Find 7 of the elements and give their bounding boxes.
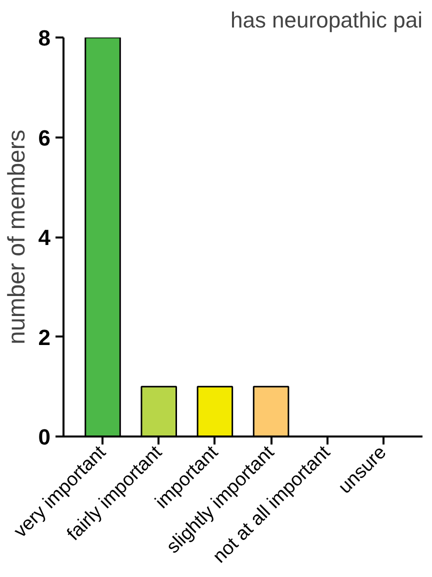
y-tick-label: 8 — [38, 26, 51, 50]
y-axis-title: number of members — [3, 130, 30, 344]
chart-title: has neuropathic pai — [230, 8, 423, 32]
y-tick-label: 6 — [38, 125, 51, 150]
y-tick-label: 0 — [38, 424, 51, 450]
y-tick-label: 4 — [38, 225, 52, 250]
y-tick-label: 2 — [38, 324, 51, 350]
